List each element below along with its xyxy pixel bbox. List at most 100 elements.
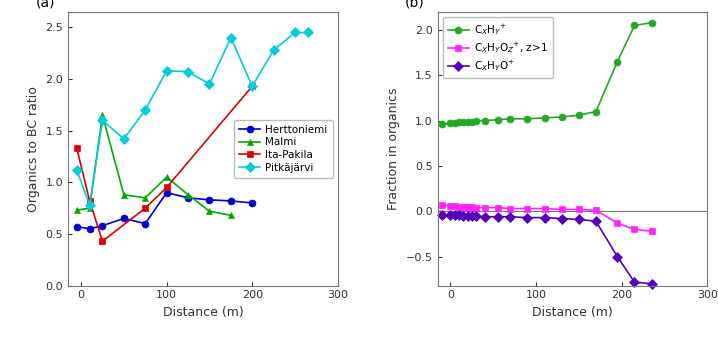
C$_{X}$H$_{Y}$O$^{+}$ — [506, 215, 515, 219]
Ita-Pakila — [162, 186, 171, 190]
C$_{X}$H$_{Y}$O$_{Z}$$^{+}$, z>1 — [648, 229, 656, 233]
C$_{X}$H$_{Y}$$^{+}$ — [446, 121, 454, 125]
C$_{X}$H$_{Y}$O$_{Z}$$^{+}$, z>1 — [472, 206, 480, 210]
C$_{X}$H$_{Y}$O$^{+}$ — [472, 214, 480, 218]
C$_{X}$H$_{Y}$O$_{Z}$$^{+}$, z>1 — [592, 208, 600, 212]
C$_{X}$H$_{Y}$O$^{+}$ — [459, 214, 467, 218]
C$_{X}$H$_{Y}$O$_{Z}$$^{+}$, z>1 — [613, 221, 622, 225]
Text: (a): (a) — [36, 0, 55, 9]
Malmi — [184, 193, 192, 197]
X-axis label: Distance (m): Distance (m) — [532, 306, 612, 319]
Pitkäjärvi — [291, 30, 299, 34]
Pitkäjärvi — [248, 84, 256, 88]
C$_{X}$H$_{Y}$O$^{+}$ — [613, 255, 622, 259]
Herttoniemi — [119, 216, 128, 220]
C$_{X}$H$_{Y}$O$^{+}$ — [463, 214, 472, 218]
C$_{X}$H$_{Y}$O$^{+}$ — [437, 213, 446, 217]
Pitkäjärvi — [141, 108, 149, 112]
Y-axis label: Fraction in organics: Fraction in organics — [387, 88, 400, 210]
Legend: Herttoniemi, Malmi, Ita-Pakila, Pitkäjärvi: Herttoniemi, Malmi, Ita-Pakila, Pitkäjär… — [234, 120, 332, 178]
C$_{X}$H$_{Y}$O$^{+}$ — [648, 282, 656, 286]
Line: C$_{X}$H$_{Y}$O$_{Z}$$^{+}$, z>1: C$_{X}$H$_{Y}$O$_{Z}$$^{+}$, z>1 — [439, 201, 655, 235]
C$_{X}$H$_{Y}$O$^{+}$ — [630, 280, 639, 284]
C$_{X}$H$_{Y}$O$^{+}$ — [480, 215, 489, 219]
Text: (b): (b) — [405, 0, 425, 9]
C$_{X}$H$_{Y}$O$_{Z}$$^{+}$, z>1 — [467, 205, 476, 209]
Pitkäjärvi — [73, 168, 81, 172]
Pitkäjärvi — [205, 82, 214, 86]
Ita-Pakila — [73, 146, 81, 150]
C$_{X}$H$_{Y}$$^{+}$ — [463, 120, 472, 124]
Line: Malmi: Malmi — [73, 112, 234, 219]
C$_{X}$H$_{Y}$O$_{Z}$$^{+}$, z>1 — [446, 204, 454, 208]
C$_{X}$H$_{Y}$O$^{+}$ — [557, 217, 566, 221]
Herttoniemi — [184, 196, 192, 200]
C$_{X}$H$_{Y}$$^{+}$ — [467, 120, 476, 124]
C$_{X}$H$_{Y}$$^{+}$ — [437, 122, 446, 126]
C$_{X}$H$_{Y}$$^{+}$ — [648, 21, 656, 25]
C$_{X}$H$_{Y}$O$^{+}$ — [540, 216, 549, 220]
Malmi — [119, 193, 128, 197]
C$_{X}$H$_{Y}$$^{+}$ — [630, 23, 639, 27]
C$_{X}$H$_{Y}$$^{+}$ — [613, 60, 622, 64]
C$_{X}$H$_{Y}$O$^{+}$ — [592, 219, 600, 223]
Herttoniemi — [98, 224, 107, 228]
Ita-Pakila — [85, 199, 94, 203]
C$_{X}$H$_{Y}$O$_{Z}$$^{+}$, z>1 — [493, 206, 502, 210]
Malmi — [141, 196, 149, 200]
C$_{X}$H$_{Y}$O$_{Z}$$^{+}$, z>1 — [454, 205, 463, 209]
C$_{X}$H$_{Y}$O$_{Z}$$^{+}$, z>1 — [630, 227, 639, 232]
C$_{X}$H$_{Y}$O$_{Z}$$^{+}$, z>1 — [480, 206, 489, 210]
Line: Ita-Pakila: Ita-Pakila — [73, 83, 256, 245]
Herttoniemi — [162, 191, 171, 195]
C$_{X}$H$_{Y}$O$_{Z}$$^{+}$, z>1 — [506, 207, 515, 211]
C$_{X}$H$_{Y}$O$_{Z}$$^{+}$, z>1 — [557, 208, 566, 212]
Legend: C$_{X}$H$_{Y}$$^{+}$, C$_{X}$H$_{Y}$O$_{Z}$$^{+}$, z>1, C$_{X}$H$_{Y}$O$^{+}$: C$_{X}$H$_{Y}$$^{+}$, C$_{X}$H$_{Y}$O$_{… — [443, 17, 553, 78]
C$_{X}$H$_{Y}$$^{+}$ — [450, 121, 459, 125]
Herttoniemi — [85, 227, 94, 231]
Pitkäjärvi — [119, 137, 128, 141]
Ita-Pakila — [141, 206, 149, 210]
Herttoniemi — [205, 198, 214, 202]
C$_{X}$H$_{Y}$O$^{+}$ — [467, 214, 476, 218]
C$_{X}$H$_{Y}$$^{+}$ — [472, 119, 480, 123]
Line: C$_{X}$H$_{Y}$O$^{+}$: C$_{X}$H$_{Y}$O$^{+}$ — [439, 212, 655, 287]
Malmi — [85, 206, 94, 210]
C$_{X}$H$_{Y}$$^{+}$ — [506, 117, 515, 121]
Herttoniemi — [73, 225, 81, 229]
C$_{X}$H$_{Y}$$^{+}$ — [454, 120, 463, 124]
C$_{X}$H$_{Y}$O$_{Z}$$^{+}$, z>1 — [437, 203, 446, 207]
C$_{X}$H$_{Y}$O$^{+}$ — [493, 215, 502, 219]
Line: Herttoniemi: Herttoniemi — [73, 189, 256, 232]
Malmi — [162, 175, 171, 179]
C$_{X}$H$_{Y}$O$^{+}$ — [450, 213, 459, 217]
C$_{X}$H$_{Y}$O$_{Z}$$^{+}$, z>1 — [459, 205, 467, 209]
C$_{X}$H$_{Y}$O$^{+}$ — [446, 213, 454, 217]
C$_{X}$H$_{Y}$O$_{Z}$$^{+}$, z>1 — [463, 205, 472, 209]
Y-axis label: Organics to BC ratio: Organics to BC ratio — [27, 86, 40, 212]
Pitkäjärvi — [184, 70, 192, 74]
Herttoniemi — [141, 222, 149, 226]
C$_{X}$H$_{Y}$O$_{Z}$$^{+}$, z>1 — [523, 207, 532, 211]
Herttoniemi — [227, 199, 236, 203]
C$_{X}$H$_{Y}$O$_{Z}$$^{+}$, z>1 — [540, 207, 549, 211]
C$_{X}$H$_{Y}$O$_{Z}$$^{+}$, z>1 — [574, 208, 583, 212]
Pitkäjärvi — [269, 48, 278, 52]
C$_{X}$H$_{Y}$$^{+}$ — [459, 120, 467, 124]
Pitkäjärvi — [85, 203, 94, 207]
Pitkäjärvi — [98, 118, 107, 122]
Pitkäjärvi — [227, 35, 236, 40]
C$_{X}$H$_{Y}$$^{+}$ — [574, 113, 583, 117]
C$_{X}$H$_{Y}$O$^{+}$ — [523, 216, 532, 220]
Malmi — [73, 208, 81, 212]
C$_{X}$H$_{Y}$O$^{+}$ — [454, 213, 463, 217]
Pitkäjärvi — [304, 30, 312, 34]
Line: Pitkäjärvi: Pitkäjärvi — [73, 29, 312, 209]
C$_{X}$H$_{Y}$$^{+}$ — [540, 116, 549, 120]
C$_{X}$H$_{Y}$O$_{Z}$$^{+}$, z>1 — [450, 204, 459, 208]
C$_{X}$H$_{Y}$O$^{+}$ — [574, 217, 583, 221]
Ita-Pakila — [248, 84, 256, 88]
Pitkäjärvi — [162, 69, 171, 73]
Malmi — [98, 113, 107, 117]
C$_{X}$H$_{Y}$$^{+}$ — [523, 117, 532, 121]
